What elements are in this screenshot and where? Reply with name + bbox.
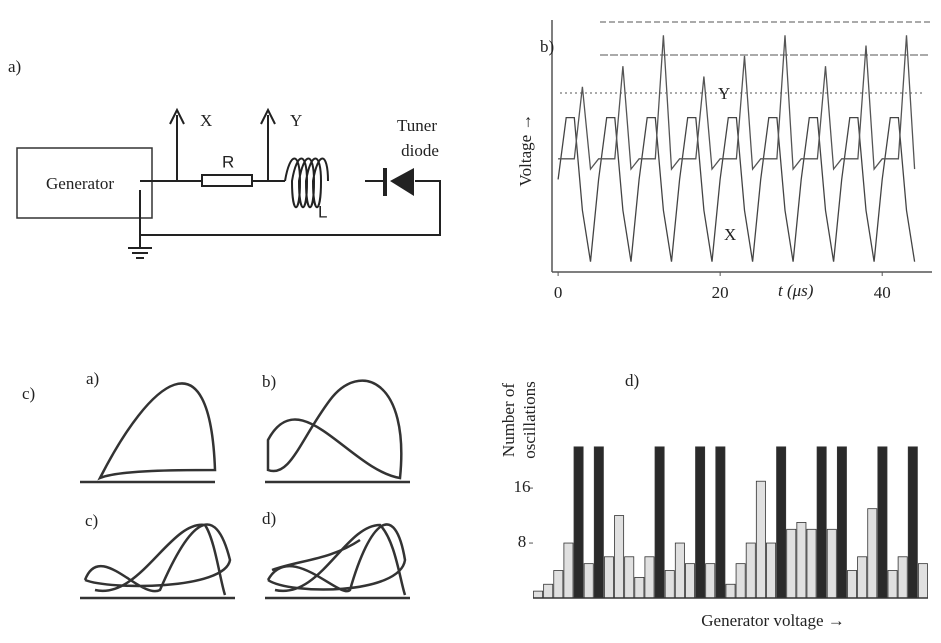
bar: [746, 543, 755, 598]
y-tick-label: 16: [514, 477, 531, 496]
bar: [544, 584, 553, 598]
bar: [787, 529, 796, 598]
bar: [726, 584, 735, 598]
trace: [558, 118, 915, 262]
x-tick-label: 40: [874, 283, 891, 302]
series-label: Y: [718, 84, 730, 103]
panel-label: d): [625, 371, 639, 390]
bar: [736, 564, 745, 598]
bar: [615, 516, 624, 598]
bar: [675, 543, 684, 598]
bar: [534, 591, 543, 598]
sub-label: b): [262, 372, 276, 391]
y-axis-label: Number of: [499, 383, 518, 457]
bar: [888, 571, 897, 598]
bar: [625, 557, 634, 598]
scope-frame: [552, 20, 932, 272]
bar: [554, 571, 563, 598]
bar: [574, 447, 583, 598]
bar: [756, 481, 765, 598]
sub-label: c): [85, 511, 98, 530]
bar: [564, 543, 573, 598]
panel-label: c): [22, 384, 35, 403]
probe-label: Y: [290, 111, 302, 130]
bar: [645, 557, 654, 598]
series-label: X: [724, 225, 736, 244]
diode-label: Tuner: [397, 116, 437, 135]
y-tick-label: 8: [518, 532, 527, 551]
bar: [584, 564, 593, 598]
bar: [685, 564, 694, 598]
diode-label: diode: [401, 141, 439, 160]
x-tick-label: 0: [554, 283, 563, 302]
x-axis-label: Generator voltage →: [701, 611, 845, 630]
bar: [604, 557, 613, 598]
figure: a) Generator X Y R L Tuner diode c) a) b…: [0, 0, 941, 643]
bar: [594, 447, 603, 598]
y-axis-label: Voltage →: [516, 114, 535, 187]
y-axis-label: oscillations: [520, 381, 539, 458]
bar: [918, 564, 927, 598]
panel-label: b): [540, 37, 554, 56]
bar: [665, 571, 674, 598]
x-axis-label: t (μs): [778, 281, 814, 300]
component-label: R: [222, 152, 234, 171]
bar: [655, 447, 664, 598]
bar: [635, 577, 644, 598]
bar: [908, 447, 917, 598]
bar: [807, 529, 816, 598]
bar: [777, 447, 786, 598]
panel-label: a): [8, 57, 21, 76]
lissajous-loops: [80, 381, 410, 598]
bar: [706, 564, 715, 598]
sub-label: a): [86, 369, 99, 388]
bar: [898, 557, 907, 598]
bar: [868, 509, 877, 598]
bar: [797, 522, 806, 598]
bar: [696, 447, 705, 598]
bar: [847, 571, 856, 598]
bar: [858, 557, 867, 598]
component-label: L: [318, 202, 327, 221]
bar: [878, 447, 887, 598]
bar: [827, 529, 836, 598]
bar: [837, 447, 846, 598]
x-tick-label: 20: [712, 283, 729, 302]
probe-label: X: [200, 111, 212, 130]
bar: [716, 447, 725, 598]
sub-label: d): [262, 509, 276, 528]
bar: [817, 447, 826, 598]
bar: [766, 543, 775, 598]
generator-label: Generator: [46, 174, 114, 193]
